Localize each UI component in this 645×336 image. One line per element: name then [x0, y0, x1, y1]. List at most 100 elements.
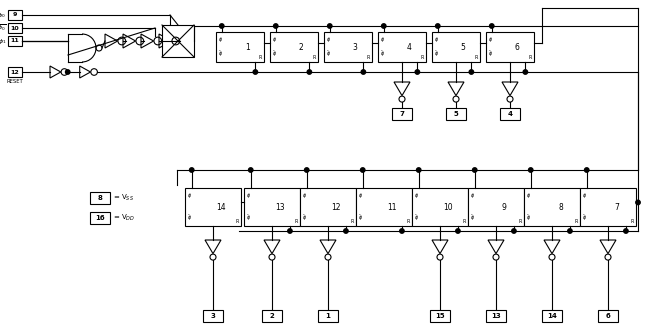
Text: = V$_{DD}$: = V$_{DD}$ [113, 213, 135, 223]
Circle shape [415, 70, 419, 74]
Circle shape [190, 168, 194, 172]
Text: $\phi$: $\phi$ [470, 191, 475, 200]
Text: R: R [475, 55, 478, 60]
Circle shape [584, 168, 589, 172]
Text: 10: 10 [444, 203, 453, 211]
Bar [90, 212, 110, 224]
Bar [412, 188, 468, 226]
Bar [598, 310, 618, 322]
Text: 3: 3 [353, 42, 357, 51]
Text: R: R [529, 55, 532, 60]
Circle shape [248, 168, 253, 172]
Text: 9: 9 [502, 203, 507, 211]
Circle shape [624, 229, 628, 233]
Bar [486, 32, 534, 62]
Circle shape [511, 229, 516, 233]
Text: 9: 9 [13, 12, 17, 17]
Bar [300, 188, 356, 226]
Text: R: R [575, 219, 578, 224]
Text: $\bar{\phi}$: $\bar{\phi}$ [488, 49, 493, 59]
Bar [8, 23, 22, 33]
Text: $\phi$: $\phi$ [272, 35, 277, 44]
Bar [446, 108, 466, 120]
Bar [392, 108, 412, 120]
Text: R: R [406, 219, 410, 224]
Bar [524, 188, 580, 226]
Bar [216, 32, 264, 62]
Bar [244, 188, 300, 226]
Text: $\bar{\phi}$: $\bar{\phi}$ [326, 49, 331, 59]
Text: 7: 7 [614, 203, 619, 211]
Text: $\bar{\phi}$: $\bar{\phi}$ [358, 213, 363, 223]
Text: 12: 12 [332, 203, 341, 211]
Text: RESET: RESET [6, 79, 23, 84]
Text: $\bar{\phi}$: $\bar{\phi}$ [187, 213, 192, 223]
Text: $\overline{\phi_0}$: $\overline{\phi_0}$ [0, 23, 6, 33]
Text: R: R [366, 55, 370, 60]
Text: R: R [421, 55, 424, 60]
Circle shape [490, 24, 494, 28]
Circle shape [361, 168, 365, 172]
Text: R: R [259, 55, 262, 60]
Text: $\phi$: $\phi$ [526, 191, 531, 200]
Circle shape [273, 24, 278, 28]
Bar [8, 36, 22, 46]
Text: 10: 10 [11, 26, 19, 31]
Text: $\bar{\phi}$: $\bar{\phi}$ [582, 213, 587, 223]
Text: $\bar{\phi}$: $\bar{\phi}$ [246, 213, 251, 223]
Text: 11: 11 [388, 203, 397, 211]
Text: R: R [235, 219, 239, 224]
Text: R: R [313, 55, 316, 60]
Bar [542, 310, 562, 322]
Circle shape [523, 70, 528, 74]
Circle shape [66, 70, 70, 74]
Text: $\phi$: $\phi$ [326, 35, 331, 44]
Bar [203, 310, 223, 322]
Text: 3: 3 [210, 313, 215, 319]
Circle shape [400, 229, 404, 233]
Text: 1: 1 [326, 313, 330, 319]
Text: $\phi$: $\phi$ [302, 191, 307, 200]
Text: $\bar{\phi}$: $\bar{\phi}$ [434, 49, 439, 59]
Text: $\phi$: $\phi$ [582, 191, 587, 200]
Circle shape [473, 168, 477, 172]
Circle shape [636, 200, 640, 205]
Text: 4: 4 [407, 42, 412, 51]
Circle shape [288, 229, 292, 233]
Circle shape [304, 168, 309, 172]
Bar [486, 310, 506, 322]
Bar [270, 32, 318, 62]
Text: 5: 5 [453, 111, 459, 117]
Text: 8: 8 [558, 203, 563, 211]
Text: $\bar{\phi}$: $\bar{\phi}$ [414, 213, 419, 223]
Circle shape [328, 24, 332, 28]
Text: = V$_{SS}$: = V$_{SS}$ [113, 193, 134, 203]
Bar [432, 32, 480, 62]
Text: $\phi$: $\phi$ [187, 191, 192, 200]
Circle shape [361, 70, 366, 74]
Bar [468, 188, 524, 226]
Text: 13: 13 [275, 203, 285, 211]
Circle shape [307, 70, 312, 74]
Text: $\phi$: $\phi$ [246, 191, 251, 200]
Text: 11: 11 [10, 39, 19, 43]
Text: R: R [295, 219, 298, 224]
Bar [318, 310, 338, 322]
Bar [580, 188, 636, 226]
Text: 8: 8 [97, 195, 103, 201]
Circle shape [456, 229, 460, 233]
Text: $\phi$: $\phi$ [380, 35, 385, 44]
Bar [430, 310, 450, 322]
Text: 6: 6 [606, 313, 610, 319]
Text: 4: 4 [508, 111, 513, 117]
Text: $\phi$: $\phi$ [434, 35, 439, 44]
Text: $\phi$: $\phi$ [414, 191, 419, 200]
Text: 7: 7 [399, 111, 404, 117]
Bar [324, 32, 372, 62]
Text: 13: 13 [491, 313, 501, 319]
Text: $\bar{\phi}$: $\bar{\phi}$ [380, 49, 385, 59]
Bar [8, 67, 22, 77]
Text: 14: 14 [547, 313, 557, 319]
Bar [262, 310, 282, 322]
Bar [378, 32, 426, 62]
